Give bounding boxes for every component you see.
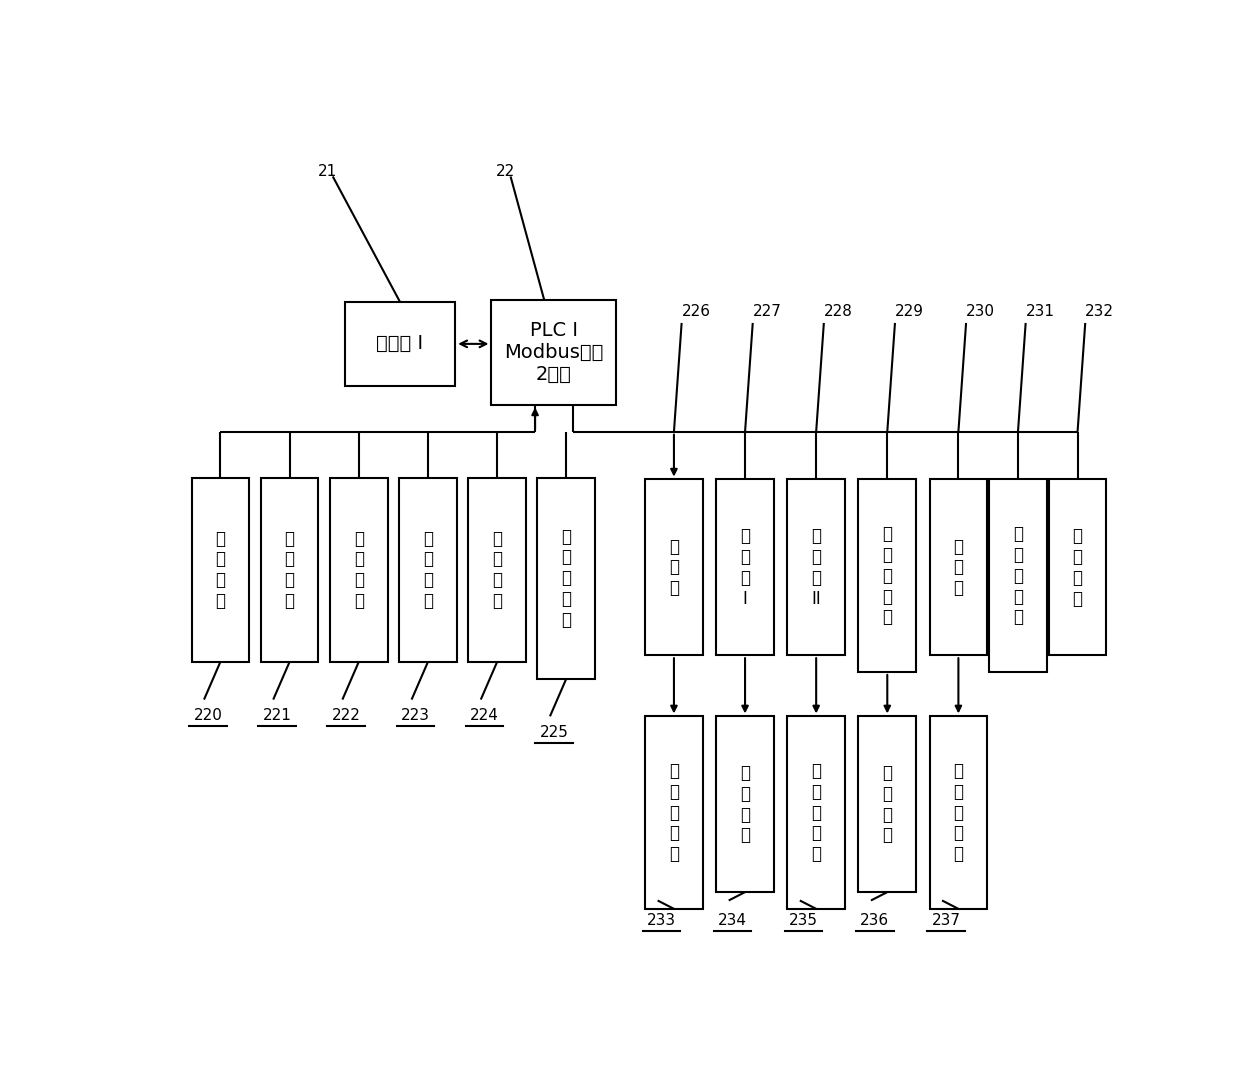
Text: 233: 233 — [647, 913, 676, 928]
Text: 电
控
阀
门: 电 控 阀 门 — [1073, 527, 1083, 608]
Bar — [260, 478, 319, 662]
Bar — [858, 479, 916, 672]
Text: 步
进
电
机: 步 进 电 机 — [883, 764, 893, 845]
Text: 224: 224 — [470, 708, 498, 723]
Bar — [858, 716, 916, 892]
Text: 232: 232 — [1085, 303, 1115, 318]
Text: 继
电
器: 继 电 器 — [954, 538, 963, 597]
Text: 220: 220 — [193, 708, 222, 723]
Bar — [990, 479, 1047, 672]
Bar — [1049, 479, 1106, 655]
Text: 230: 230 — [966, 303, 994, 318]
Text: PLC I
Modbus从站
2号站: PLC I Modbus从站 2号站 — [505, 321, 604, 384]
Text: 231: 231 — [1025, 303, 1055, 318]
Bar — [469, 478, 526, 662]
Text: 滚
筒
电
动
机: 滚 筒 电 动 机 — [954, 762, 963, 863]
Text: 行
程
开
关: 行 程 开 关 — [284, 529, 295, 610]
Bar — [345, 302, 455, 386]
Text: 21: 21 — [319, 164, 337, 179]
Text: 报
警
指
示
灯: 报 警 指 示 灯 — [1013, 525, 1023, 626]
Text: 229: 229 — [895, 303, 924, 318]
Text: 22: 22 — [496, 164, 516, 179]
Text: 228: 228 — [823, 303, 853, 318]
Bar — [537, 478, 595, 678]
Text: 234: 234 — [718, 913, 746, 928]
Bar — [930, 479, 987, 655]
Text: 223: 223 — [401, 708, 430, 723]
Text: 小
车
电
动
机: 小 车 电 动 机 — [668, 762, 680, 863]
Text: 推
板
气
缸: 推 板 气 缸 — [740, 764, 750, 845]
Text: 221: 221 — [263, 708, 291, 723]
Bar — [645, 716, 703, 909]
Text: 225: 225 — [539, 725, 568, 739]
Bar — [717, 479, 774, 655]
Bar — [191, 478, 249, 662]
Bar — [645, 479, 703, 655]
Text: 227: 227 — [753, 303, 781, 318]
Text: 触摸屏 I: 触摸屏 I — [377, 335, 424, 353]
Text: 电
磁
阀
II: 电 磁 阀 II — [811, 527, 821, 608]
Bar — [330, 478, 388, 662]
Text: 236: 236 — [861, 913, 889, 928]
Text: 电
机
驱
动
器: 电 机 驱 动 器 — [883, 525, 893, 626]
Bar — [717, 716, 774, 892]
Bar — [491, 300, 616, 404]
Text: 226: 226 — [682, 303, 711, 318]
Text: 222: 222 — [332, 708, 361, 723]
Text: 测
距
传
感
器: 测 距 传 感 器 — [562, 527, 572, 629]
Text: 热
继
电
器: 热 继 电 器 — [492, 529, 502, 610]
Text: 顶
板
液
压
缸: 顶 板 液 压 缸 — [811, 762, 821, 863]
Text: 继
电
器: 继 电 器 — [668, 538, 680, 597]
Text: 235: 235 — [789, 913, 818, 928]
Text: 压
力
开
关: 压 力 开 关 — [423, 529, 433, 610]
Bar — [930, 716, 987, 909]
Text: 磁
性
开
关: 磁 性 开 关 — [353, 529, 363, 610]
Bar — [399, 478, 456, 662]
Bar — [787, 716, 844, 909]
Text: 电
磁
阀
I: 电 磁 阀 I — [740, 527, 750, 608]
Text: 237: 237 — [931, 913, 961, 928]
Bar — [787, 479, 844, 655]
Text: 接
近
开
关: 接 近 开 关 — [216, 529, 226, 610]
